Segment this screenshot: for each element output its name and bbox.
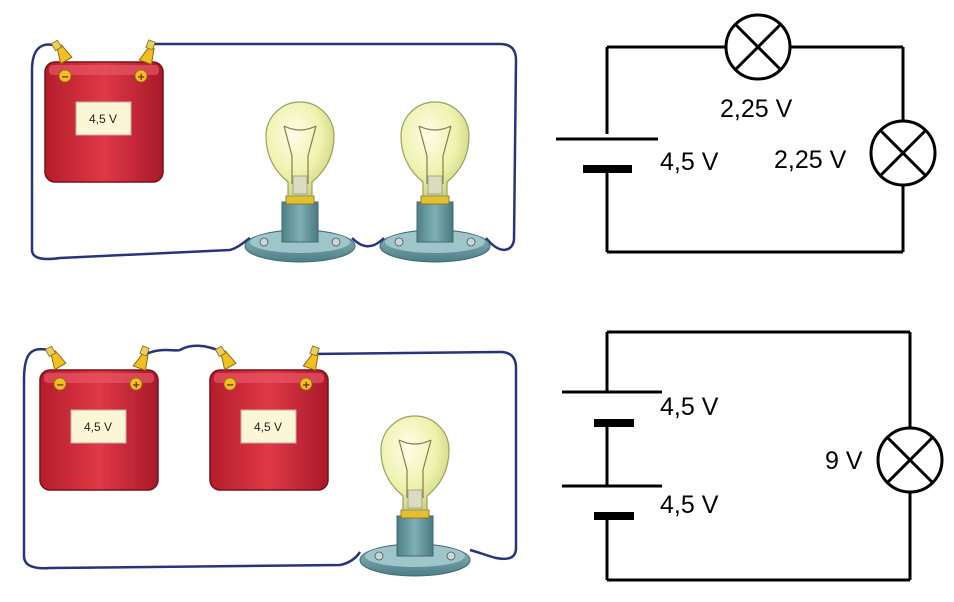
- wire: [351, 237, 385, 248]
- clip: [213, 343, 237, 371]
- battery-label: 4,5 V: [254, 420, 282, 434]
- plus-terminal: +: [137, 72, 145, 83]
- lamp-voltage-label: 9 V: [825, 447, 863, 475]
- battery: − + 4,5 V: [209, 369, 329, 491]
- lamp-symbol: [876, 426, 944, 494]
- lamp1-voltage-label: 2,25 V: [720, 95, 793, 123]
- battery-label: 4,5 V: [84, 420, 112, 434]
- clip: [49, 37, 73, 65]
- battery: − + 4,5 V: [44, 61, 164, 183]
- battery1-voltage-label: 4,5 V: [660, 393, 719, 421]
- clip: [43, 343, 67, 371]
- plus-terminal: +: [132, 380, 140, 391]
- plus-terminal: +: [302, 380, 310, 391]
- minus-terminal: −: [56, 380, 64, 391]
- lamp-symbol: [869, 119, 937, 187]
- battery-voltage-label: 4,5 V: [660, 148, 719, 176]
- battery-label: 4,5 V: [89, 112, 117, 126]
- minus-terminal: −: [226, 380, 234, 391]
- bottom-pictorial-circuit: − + 4,5 V − + 4,5 V: [22, 343, 518, 577]
- light-bulb: [379, 101, 491, 263]
- wire: [311, 350, 518, 561]
- lamp-symbol: [724, 13, 792, 81]
- wire: [152, 42, 518, 252]
- clip: [302, 344, 324, 371]
- lamp2-voltage-label: 2,25 V: [774, 146, 847, 174]
- minus-terminal: −: [61, 72, 69, 83]
- battery-symbol: [556, 137, 658, 173]
- wire: [22, 347, 362, 570]
- light-bulb: [244, 101, 356, 263]
- light-bulb: [359, 415, 471, 577]
- clip: [132, 344, 154, 371]
- top-pictorial-circuit: − + 4,5 V: [30, 37, 518, 263]
- top-schematic: [556, 13, 937, 254]
- bottom-schematic: [562, 330, 944, 582]
- battery: − + 4,5 V: [39, 369, 159, 491]
- wire: [30, 43, 251, 261]
- battery2-voltage-label: 4,5 V: [660, 491, 719, 519]
- battery-symbol: [562, 390, 662, 427]
- battery-symbol: [562, 484, 662, 520]
- wire: [141, 344, 223, 358]
